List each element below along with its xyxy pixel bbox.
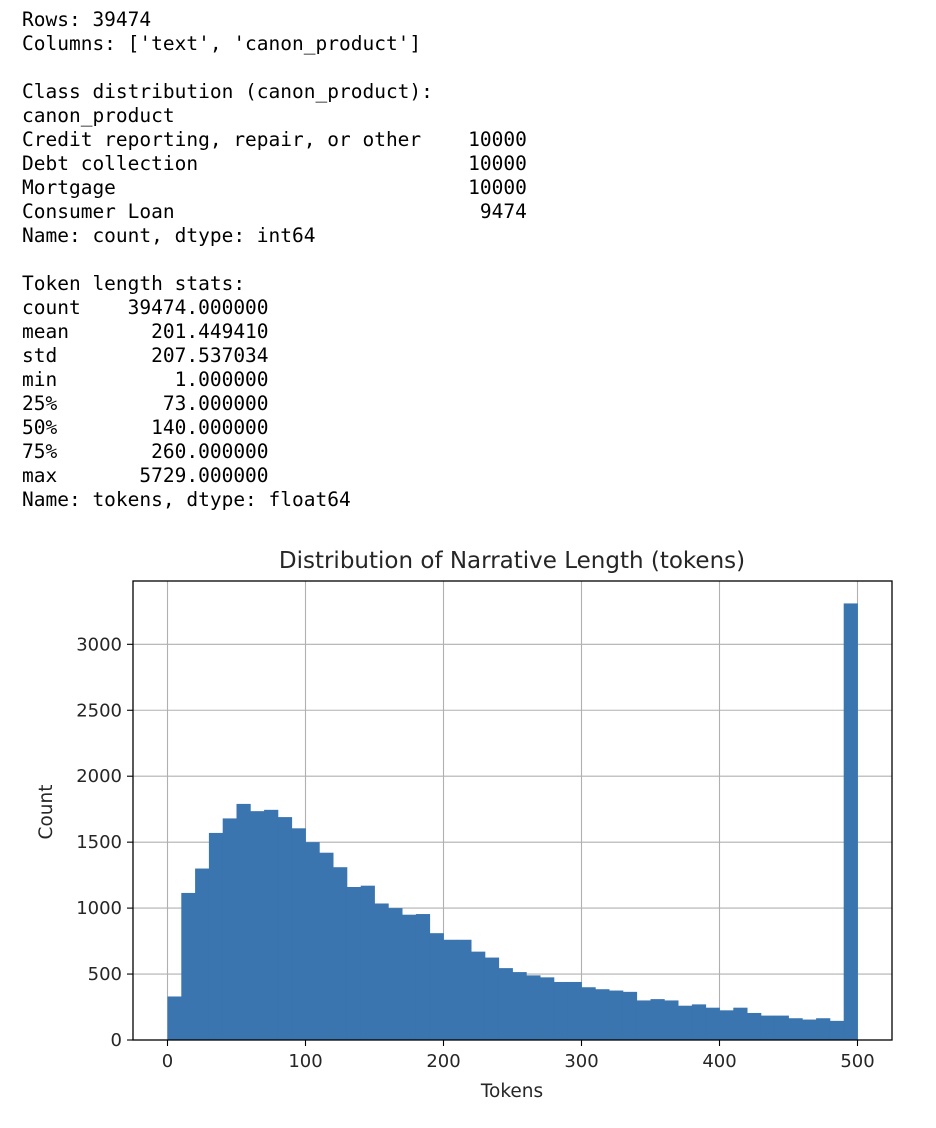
x-tick-label: 400 <box>702 1051 736 1072</box>
bars <box>167 603 858 1040</box>
output-line: mean 201.449410 <box>22 320 269 343</box>
chart-title: Distribution of Narrative Length (tokens… <box>279 548 745 574</box>
histogram-bar <box>622 991 638 1040</box>
histogram-bar <box>360 885 375 1040</box>
histogram-bar <box>609 990 624 1040</box>
histogram-bar <box>333 867 348 1040</box>
output-line: Rows: 39474 <box>22 8 152 31</box>
output-line: Credit reporting, repair, or other 10000 <box>22 128 527 151</box>
output-line: count 39474.000000 <box>22 296 269 319</box>
histogram-bar <box>429 933 444 1040</box>
histogram-bar <box>567 981 582 1040</box>
histogram-bar <box>664 1000 679 1040</box>
histogram-bar <box>250 811 265 1040</box>
histogram-bar <box>457 939 472 1040</box>
histogram-bar <box>346 887 362 1040</box>
histogram-chart: Distribution of Narrative Length (tokens… <box>36 548 893 1102</box>
histogram-bar <box>167 996 182 1040</box>
output-line <box>22 56 527 80</box>
output-line: Name: tokens, dtype: float64 <box>22 488 351 511</box>
cell-output: Rows: 39474 Columns: ['text', 'canon_prod… <box>22 8 527 512</box>
output-line: Token length stats: <box>22 272 246 295</box>
x-tick-label: 0 <box>162 1051 173 1072</box>
histogram-bar <box>816 1018 831 1040</box>
output-line: 50% 140.000000 <box>22 416 269 439</box>
histogram-bar <box>829 1020 845 1040</box>
histogram-bar <box>208 832 224 1040</box>
histogram-bar <box>650 999 665 1040</box>
output-line: Columns: ['text', 'canon_product'] <box>22 32 422 55</box>
histogram-bar <box>553 981 569 1040</box>
x-tick-label: 200 <box>426 1051 460 1072</box>
histogram-bar <box>498 968 513 1040</box>
histogram-bar <box>691 1004 707 1040</box>
histogram-bar <box>195 868 210 1040</box>
output-line: std 207.537034 <box>22 344 269 367</box>
output-line: 75% 260.000000 <box>22 440 269 463</box>
histogram-bar <box>291 828 306 1040</box>
output-line: Name: count, dtype: int64 <box>22 224 316 247</box>
histogram-bar <box>733 1007 748 1040</box>
output-line: min 1.000000 <box>22 368 269 391</box>
y-tick-label: 0 <box>111 1030 122 1051</box>
histogram-bar <box>305 842 320 1040</box>
x-tick-label: 500 <box>840 1051 874 1072</box>
histogram-bar <box>678 1005 693 1040</box>
histogram-bar <box>719 1010 734 1040</box>
histogram-bar <box>374 903 389 1040</box>
histogram-bar <box>526 975 541 1040</box>
histogram-bar <box>760 1015 776 1040</box>
y-ticks: 0 500 1000 1500 2000 2500 3000 <box>76 634 133 1051</box>
histogram-bar <box>512 972 527 1040</box>
histogram-bar <box>595 989 610 1040</box>
output-line <box>22 248 527 272</box>
histogram-bar <box>402 914 417 1040</box>
histogram-bar <box>747 1012 762 1040</box>
y-tick-label: 2500 <box>76 700 122 721</box>
output-line: Consumer Loan 9474 <box>22 200 527 223</box>
y-axis-label: Count <box>36 785 57 840</box>
x-tick-label: 100 <box>288 1051 322 1072</box>
histogram-bar <box>788 1018 803 1040</box>
output-line: Mortgage 10000 <box>22 176 527 199</box>
histogram-bar <box>774 1015 789 1040</box>
y-tick-label: 1500 <box>76 832 122 853</box>
histogram-bar <box>484 957 500 1040</box>
plot-frame <box>132 580 893 1041</box>
y-tick-label: 3000 <box>76 634 122 655</box>
histogram-bar <box>388 908 403 1040</box>
histogram-bar <box>236 803 251 1040</box>
x-ticks: 0 100 200 300 400 500 <box>162 1040 875 1072</box>
histogram-bar <box>540 977 555 1040</box>
y-tick-label: 500 <box>88 964 122 985</box>
histogram-bar <box>277 817 293 1040</box>
histogram-bar <box>636 1000 651 1040</box>
output-line: Class distribution (canon_product): <box>22 80 433 103</box>
histogram-bar <box>705 1007 720 1040</box>
histogram-bar <box>264 809 279 1040</box>
y-tick-label: 2000 <box>76 766 122 787</box>
output-line: max 5729.000000 <box>22 464 269 487</box>
histogram-bar <box>319 852 334 1040</box>
histogram-bar <box>181 892 196 1040</box>
x-axis-label: Tokens <box>480 1081 543 1102</box>
histogram-bar <box>471 951 486 1040</box>
histogram-bar <box>802 1019 817 1040</box>
histogram-bar <box>415 914 431 1040</box>
histogram-bar <box>843 603 858 1040</box>
histogram-bar <box>222 818 237 1040</box>
x-tick-label: 300 <box>564 1051 598 1072</box>
y-tick-label: 1000 <box>76 898 122 919</box>
output-line: canon_product <box>22 104 175 127</box>
output-line: Debt collection 10000 <box>22 152 527 175</box>
histogram-bar <box>443 939 458 1040</box>
histogram-bar <box>581 987 596 1040</box>
output-line: 25% 73.000000 <box>22 392 269 415</box>
